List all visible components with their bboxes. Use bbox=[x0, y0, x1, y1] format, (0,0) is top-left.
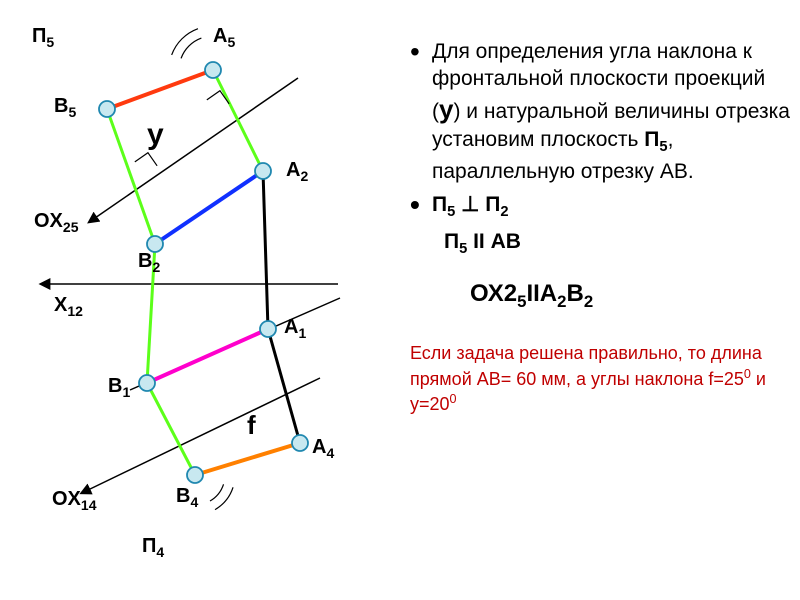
ft-d2: 0 bbox=[450, 392, 457, 406]
label-b5: B5 bbox=[54, 95, 76, 120]
l4-cs: 2 bbox=[584, 291, 593, 310]
label-у: у bbox=[147, 118, 164, 152]
label-п5: П5 bbox=[32, 25, 54, 50]
p1-p5-sub: 5 bbox=[659, 140, 667, 156]
l2-b: П bbox=[485, 193, 500, 216]
label-b2: B2 bbox=[138, 250, 160, 275]
description-text: Для определения угла наклона к фронтальн… bbox=[410, 38, 790, 416]
l4-c: В bbox=[566, 280, 583, 307]
label-a4: A4 bbox=[312, 436, 334, 461]
label-ox25: OX25 bbox=[34, 210, 78, 235]
footer-note: Если задача решена правильно, то длина п… bbox=[410, 342, 790, 416]
p1-y: у bbox=[439, 94, 453, 124]
l2-bs: 2 bbox=[500, 204, 508, 220]
label-a2: A2 bbox=[286, 159, 308, 184]
label-ox14: OX14 bbox=[52, 488, 96, 513]
ft-d1: 0 bbox=[744, 367, 751, 381]
p1-p5: П bbox=[644, 128, 659, 151]
label-a5: A5 bbox=[213, 25, 235, 50]
line-parallel: П5 II АВ bbox=[410, 228, 790, 259]
label-f: f bbox=[247, 410, 256, 441]
label-п4: П4 bbox=[142, 535, 164, 560]
l2-perp: ⊥ bbox=[455, 193, 485, 216]
l2-a: П bbox=[432, 193, 447, 216]
label-x12: X12 bbox=[54, 294, 83, 319]
l3-b: II АВ bbox=[467, 230, 521, 253]
l4-b: IIА bbox=[526, 280, 557, 307]
paragraph-main: Для определения угла наклона к фронтальн… bbox=[410, 38, 790, 185]
p1-b: ) и натуральной величины отрезка установ… bbox=[432, 100, 790, 152]
line-perp: П5 ⊥ П2 bbox=[410, 191, 790, 222]
label-b4: B4 bbox=[176, 485, 198, 510]
ft-a: Если задача решена правильно, то длина п… bbox=[410, 343, 762, 388]
l3-a: П bbox=[444, 230, 459, 253]
label-a1: A1 bbox=[284, 316, 306, 341]
l4-a: ОХ2 bbox=[470, 280, 517, 307]
line-ox: ОХ25IIА2В2 bbox=[410, 278, 790, 313]
label-b1: B1 bbox=[108, 375, 130, 400]
